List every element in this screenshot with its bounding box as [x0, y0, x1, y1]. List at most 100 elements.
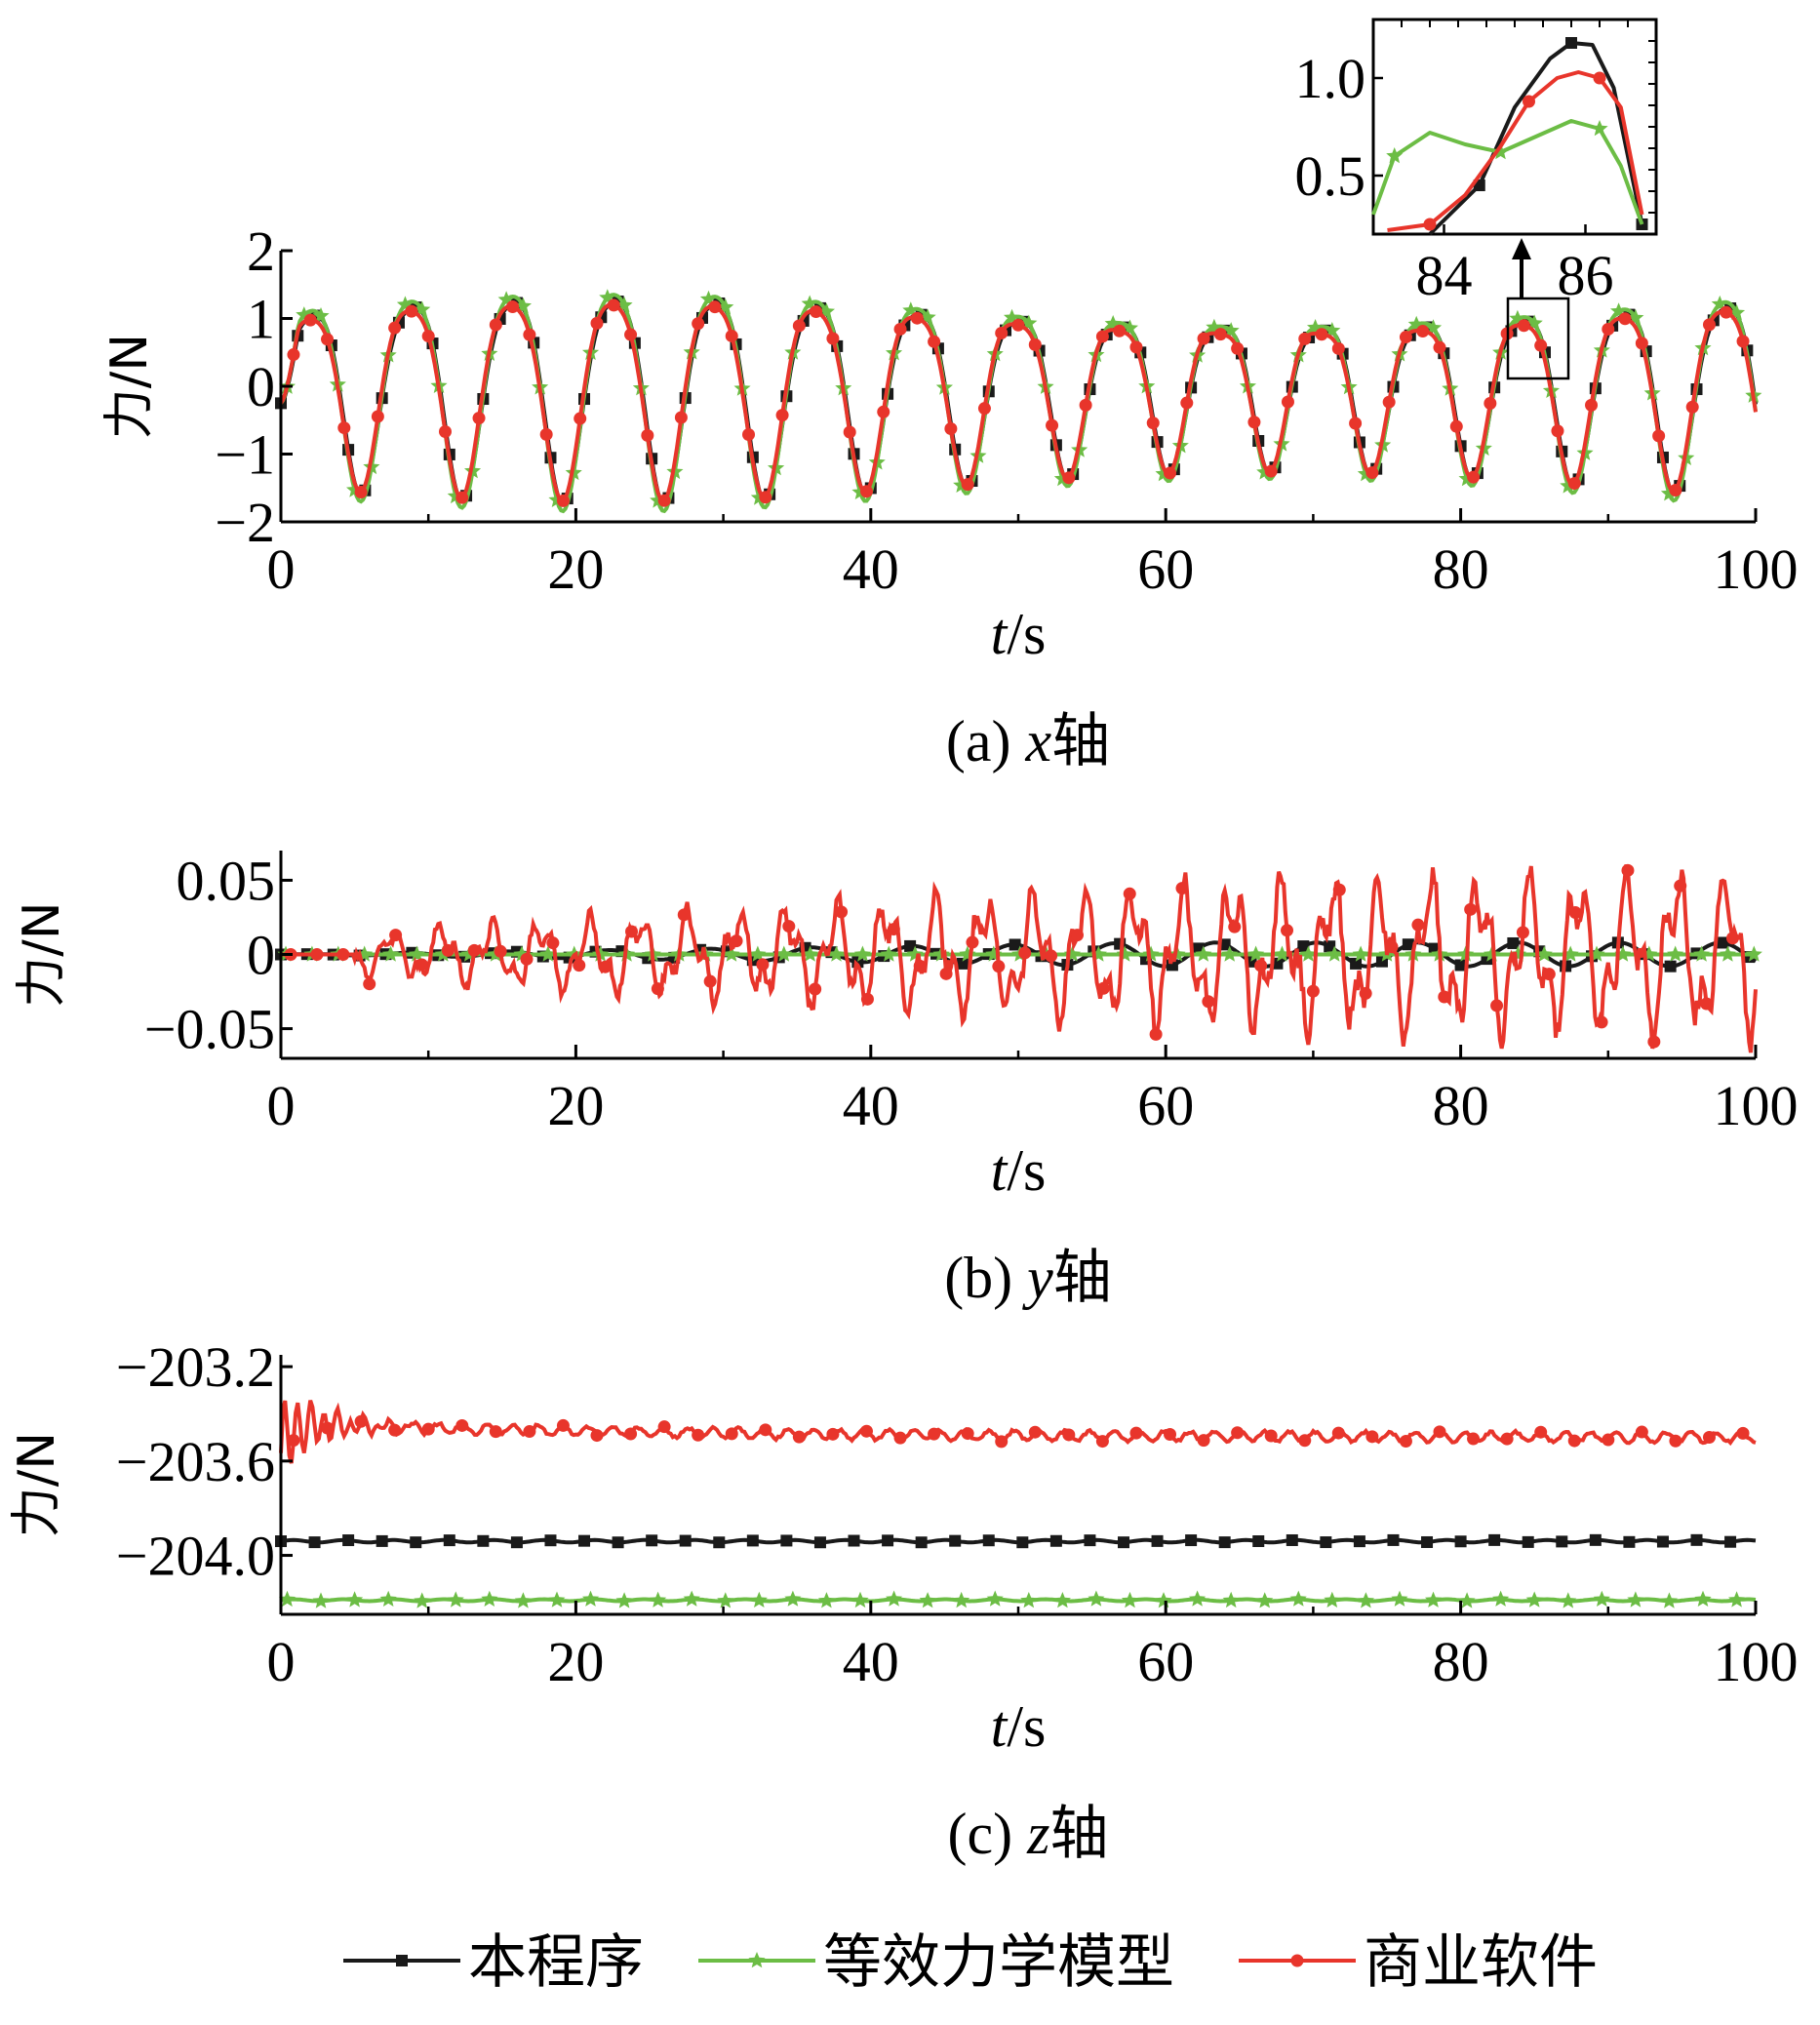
series-marker-2 [692, 1428, 705, 1442]
series-marker-1 [1719, 945, 1736, 962]
series-marker-1 [514, 297, 532, 314]
series-marker-2 [287, 1434, 300, 1448]
series-marker-0 [1690, 1533, 1703, 1546]
series-marker-2 [1281, 395, 1294, 409]
series-marker-2 [725, 1427, 738, 1441]
series-marker-0 [646, 1534, 658, 1547]
series-marker-2 [756, 958, 770, 972]
series-marker-1 [1247, 945, 1265, 962]
series-marker-2 [472, 412, 486, 425]
series-marker-2 [556, 1418, 570, 1432]
series-marker-1 [548, 1591, 566, 1608]
series-marker-2 [1635, 1425, 1648, 1439]
series-marker-2 [1045, 949, 1058, 963]
series-marker-2 [1551, 424, 1564, 438]
series-marker-0 [1656, 1535, 1669, 1548]
series-marker-2 [910, 311, 924, 325]
series-marker-2 [674, 411, 688, 424]
series-marker-1 [1745, 945, 1762, 962]
y-tick-label: −203.6 [116, 1430, 275, 1493]
series-marker-2 [1129, 1426, 1143, 1440]
y-axis-label: 力/N [100, 334, 159, 439]
series-marker-2 [1123, 887, 1136, 900]
series-marker-2 [1062, 1428, 1076, 1442]
series-marker-1 [1155, 1592, 1172, 1608]
series-marker-2 [677, 908, 691, 922]
series-marker-1 [1325, 945, 1343, 962]
series-marker-1 [1222, 322, 1240, 338]
series-marker-2 [1464, 902, 1478, 916]
x-axis-label-var: t [991, 602, 1009, 666]
y-tick-label: −1 [215, 423, 275, 487]
series-marker-1 [986, 1590, 1004, 1607]
series-marker-2 [887, 923, 900, 936]
chart-panel-y: 0 20 40 60 80 100 0.05 0 −0.05 力/N t/s (b) y轴 [13, 849, 1799, 1312]
series-marker-1 [1535, 945, 1553, 962]
series-marker-2 [859, 485, 873, 498]
series-marker-2 [1062, 471, 1076, 485]
series-marker-2 [1254, 959, 1268, 973]
series-marker-2 [1228, 920, 1242, 933]
inset-marker-2 [1423, 218, 1437, 231]
caption-prefix: (c) [948, 1802, 1028, 1866]
series-marker-2 [1542, 968, 1556, 981]
series-marker-2 [415, 958, 428, 972]
series-marker-1 [615, 297, 633, 313]
series-marker-2 [421, 330, 435, 343]
series-marker-1 [749, 945, 767, 962]
chart-panel-z: 0 20 40 60 80 100 −203.2 −203.6 −204.0 力/N t/s (c) … [8, 1335, 1799, 1868]
series-marker-0 [1084, 1534, 1096, 1547]
y-tick-label: −2 [215, 491, 275, 554]
series-marker-2 [371, 410, 384, 423]
series-marker-2 [877, 405, 890, 418]
series-marker-0 [1556, 1535, 1568, 1548]
series-marker-2 [657, 1420, 671, 1434]
series-marker-1 [1299, 945, 1317, 962]
x-axis-label: t/s [991, 602, 1047, 666]
series-marker-2 [607, 298, 620, 312]
series-marker-1 [396, 296, 414, 312]
series-marker-0 [308, 1536, 321, 1549]
series-marker-1 [1116, 945, 1133, 962]
x-tick-label: 100 [1714, 1630, 1799, 1693]
series-marker-0 [612, 1536, 624, 1549]
series-marker-2 [843, 425, 856, 439]
series-marker-2 [641, 428, 654, 442]
series-marker-2 [692, 317, 705, 331]
panel-caption: (b) y轴 [944, 1244, 1112, 1312]
series-marker-2 [1264, 1429, 1278, 1443]
legend-label: 商业软件 [1364, 1928, 1598, 1997]
series-marker-2 [1180, 396, 1194, 410]
series-marker-1 [599, 289, 616, 305]
series-marker-0 [915, 1536, 928, 1549]
series-marker-0 [1286, 1533, 1298, 1546]
series-marker-2 [1411, 918, 1425, 932]
series-marker-2 [354, 485, 368, 498]
series-marker-2 [1046, 418, 1059, 432]
series-marker-2 [625, 925, 639, 938]
series-marker-2 [1720, 305, 1733, 319]
series-marker-0 [949, 1534, 962, 1547]
series-marker-2 [944, 422, 958, 436]
series-marker-0 [982, 1534, 995, 1547]
series-marker-0 [848, 1534, 860, 1547]
series-marker-2 [1018, 946, 1032, 960]
series-marker-2 [624, 328, 638, 341]
x-tick-label: 60 [1137, 1630, 1194, 1693]
inset-y-tick-label: 0.5 [1295, 144, 1366, 208]
series-marker-2 [1467, 1432, 1481, 1446]
legend-marker-2 [1290, 1954, 1304, 1967]
series-marker-1 [1221, 945, 1239, 962]
inset-x-tick-label: 86 [1558, 244, 1614, 307]
series-marker-1 [775, 945, 793, 962]
series-marker-2 [725, 329, 738, 342]
series-marker-2 [742, 427, 756, 441]
series-marker-2 [539, 427, 553, 441]
inset-series-line-0 [1428, 41, 1644, 236]
series-marker-2 [1568, 906, 1582, 920]
caption-var: z [1026, 1802, 1049, 1866]
series-marker-2 [467, 943, 481, 957]
series-marker-1 [1391, 1590, 1408, 1607]
series-marker-1 [1509, 945, 1526, 962]
series-marker-1 [312, 307, 330, 324]
